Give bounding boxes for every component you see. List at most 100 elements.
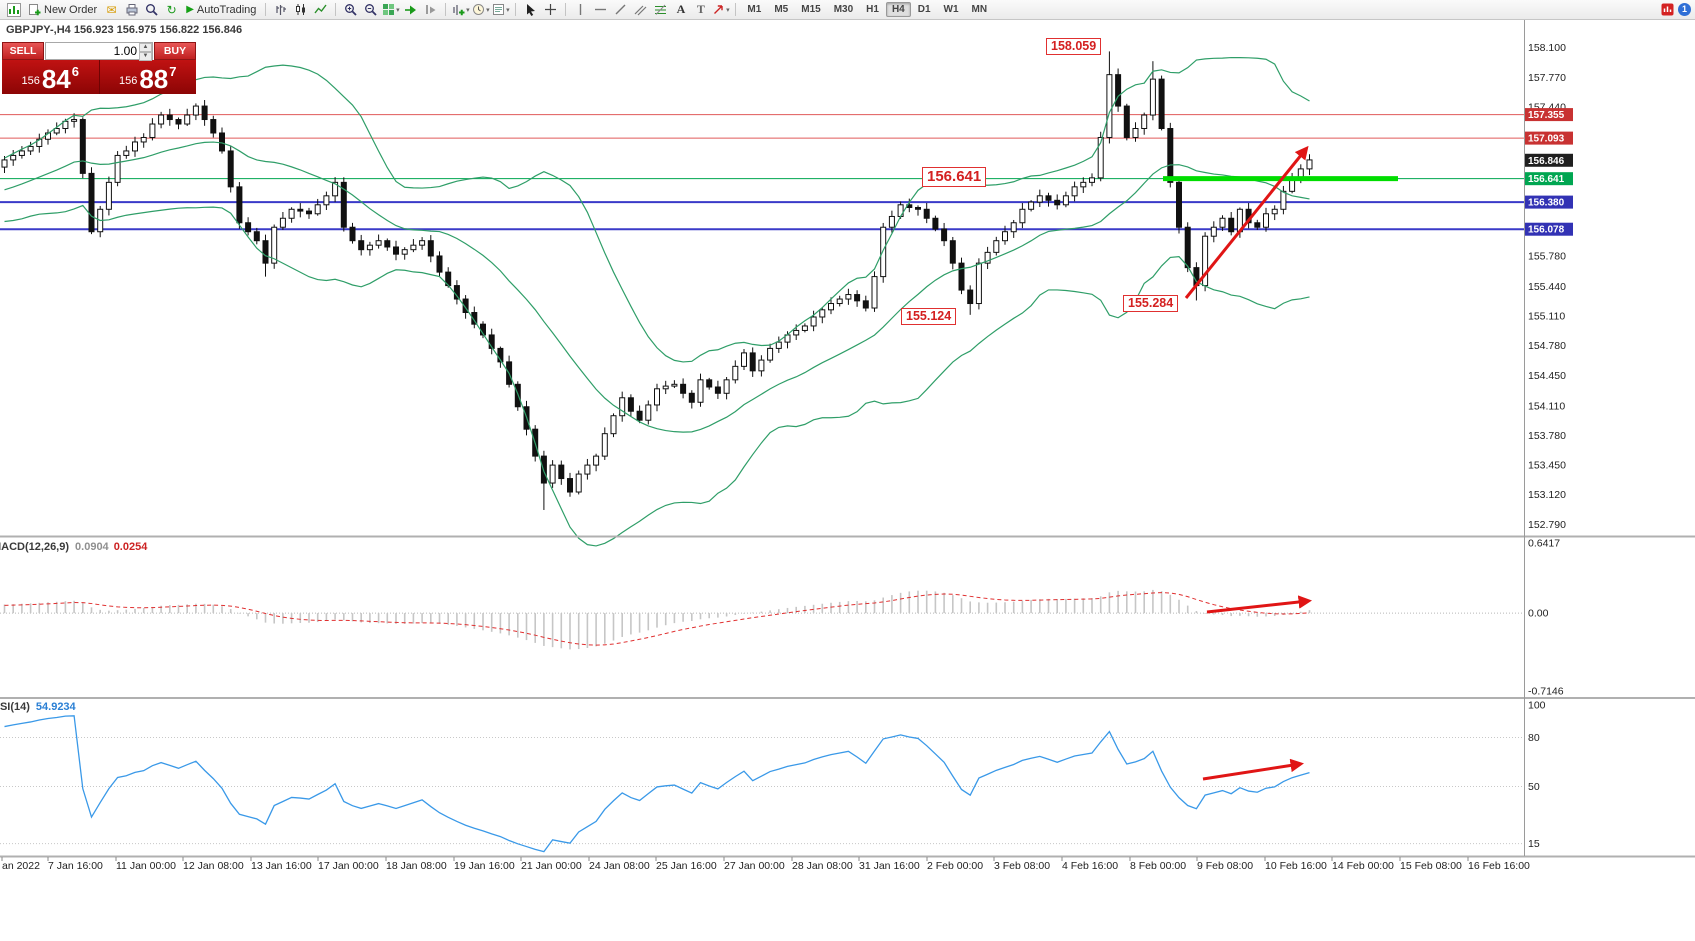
app-icon: [4, 2, 23, 18]
svg-text:157.770: 157.770: [1528, 72, 1566, 84]
timeframe-m5[interactable]: M5: [774, 4, 789, 15]
svg-text:155.110: 155.110: [1528, 311, 1565, 323]
buy-button[interactable]: BUY: [154, 42, 196, 60]
mail-icon[interactable]: ✉: [106, 2, 117, 17]
zoom-out-icon[interactable]: [361, 2, 380, 18]
horizontal-line-icon[interactable]: [591, 2, 610, 18]
timeframe-h4[interactable]: H4: [885, 2, 911, 17]
svg-text:11 Jan 00:00: 11 Jan 00:00: [116, 860, 176, 872]
notification-badge[interactable]: 1: [1678, 3, 1691, 16]
ask-price[interactable]: 156 88 7: [100, 60, 197, 94]
svg-text:100: 100: [1528, 699, 1546, 711]
rsi-indicator-label: RSI(14) 54.9234: [0, 701, 76, 713]
svg-text:4 Feb 16:00: 4 Feb 16:00: [1062, 860, 1118, 872]
bar-chart-icon[interactable]: [271, 2, 290, 18]
svg-text:an 2022: an 2022: [2, 860, 40, 872]
zoom-in-icon[interactable]: [341, 2, 360, 18]
text-icon[interactable]: A: [676, 2, 686, 16]
price-callout[interactable]: 156.641: [922, 167, 987, 187]
svg-text:80: 80: [1528, 732, 1540, 744]
chart-shift-icon[interactable]: [421, 2, 440, 18]
preview-icon[interactable]: [142, 2, 161, 18]
svg-text:8 Feb 00:00: 8 Feb 00:00: [1130, 860, 1186, 872]
chevron-down-icon: ▾: [726, 6, 730, 14]
candlestick-icon[interactable]: [291, 2, 310, 18]
svg-text:155.440: 155.440: [1528, 281, 1566, 293]
svg-text:154.780: 154.780: [1528, 340, 1566, 352]
svg-text:154.450: 154.450: [1528, 370, 1566, 382]
bid-price[interactable]: 156 84 6: [2, 60, 100, 94]
svg-text:156.846: 156.846: [1528, 156, 1565, 167]
toolbar-separator: [515, 3, 517, 16]
svg-text:25 Jan 16:00: 25 Jan 16:00: [656, 860, 717, 872]
svg-text:157.093: 157.093: [1528, 134, 1565, 145]
tile-windows-icon[interactable]: ▾: [381, 2, 400, 18]
timeframe-m30[interactable]: M30: [833, 4, 854, 15]
svg-text:153.450: 153.450: [1528, 460, 1566, 472]
svg-text:154.110: 154.110: [1528, 400, 1565, 412]
svg-text:0.6417: 0.6417: [1528, 538, 1560, 550]
svg-text:19 Jan 16:00: 19 Jan 16:00: [454, 860, 515, 872]
svg-text:10 Feb 16:00: 10 Feb 16:00: [1265, 860, 1327, 872]
red-indicator-icon[interactable]: [1658, 2, 1677, 18]
volume-input[interactable]: [46, 43, 139, 59]
volume-up-button[interactable]: ▲: [139, 43, 152, 52]
autotrading-label: AutoTrading: [196, 3, 257, 16]
svg-text:153.780: 153.780: [1528, 430, 1566, 442]
templates-icon[interactable]: ▾: [491, 2, 510, 18]
new-order-icon: [29, 4, 41, 16]
svg-text:24 Jan 08:00: 24 Jan 08:00: [589, 860, 650, 872]
price-callout[interactable]: 158.059: [1046, 38, 1102, 55]
svg-text:28 Jan 08:00: 28 Jan 08:00: [792, 860, 853, 872]
svg-text:156.380: 156.380: [1528, 198, 1565, 209]
volume-down-button[interactable]: ▼: [139, 52, 152, 61]
timeframe-w1[interactable]: W1: [943, 4, 959, 15]
svg-text:15 Feb 08:00: 15 Feb 08:00: [1400, 860, 1462, 872]
fibonacci-icon[interactable]: [651, 2, 670, 18]
timeframe-m1[interactable]: M1: [747, 4, 762, 15]
trendline-icon[interactable]: [611, 2, 630, 18]
ask-big-digits: 88: [139, 64, 169, 94]
macd-value: 0.0904: [75, 541, 109, 553]
svg-text:157.355: 157.355: [1528, 110, 1565, 121]
autotrading-button[interactable]: ▶ AutoTrading: [182, 3, 260, 17]
svg-text:2 Feb 00:00: 2 Feb 00:00: [927, 860, 983, 872]
autotrading-play-icon: ▶: [186, 3, 194, 15]
svg-text:3 Feb 08:00: 3 Feb 08:00: [994, 860, 1050, 872]
symbol-ohlc-label: GBPJPY-,H4 156.923 156.975 156.822 156.8…: [6, 24, 243, 36]
price-callout[interactable]: 155.124: [901, 308, 957, 325]
sell-button[interactable]: SELL: [2, 42, 44, 60]
toolbar-separator: [735, 3, 737, 16]
print-icon[interactable]: [122, 2, 141, 18]
bid-prefix: 156: [21, 75, 40, 87]
timeframe-mn[interactable]: MN: [971, 4, 988, 15]
chevron-down-icon: ▾: [506, 6, 510, 14]
volume-field: ▲ ▼: [45, 42, 153, 61]
svg-text:153.120: 153.120: [1528, 489, 1566, 501]
toolbar-separator: [265, 3, 267, 16]
refresh-icon[interactable]: ↻: [166, 2, 177, 17]
svg-text:7 Jan 16:00: 7 Jan 16:00: [48, 860, 103, 872]
timeframe-m15[interactable]: M15: [801, 4, 821, 15]
auto-scroll-icon[interactable]: [401, 2, 420, 18]
timeframe-d1[interactable]: D1: [917, 4, 931, 15]
arrows-icon[interactable]: ▾: [711, 2, 730, 18]
rsi-name: RSI(14): [0, 701, 30, 713]
text-label-icon[interactable]: T: [696, 2, 705, 16]
toolbar-separator: [335, 3, 337, 16]
new-order-button[interactable]: New Order: [24, 2, 101, 17]
price-callout[interactable]: 155.284: [1123, 295, 1179, 312]
svg-text:12 Jan 08:00: 12 Jan 08:00: [183, 860, 244, 872]
line-chart-icon[interactable]: [311, 2, 330, 18]
channel-icon[interactable]: [631, 2, 650, 18]
svg-text:156.641: 156.641: [1528, 174, 1565, 185]
chevron-down-icon: ▾: [486, 6, 490, 14]
cursor-icon[interactable]: [521, 2, 540, 18]
new-chart-icon[interactable]: ▾: [451, 2, 470, 18]
svg-text:31 Jan 16:00: 31 Jan 16:00: [859, 860, 920, 872]
crosshair-icon[interactable]: [541, 2, 560, 18]
timeframe-h1[interactable]: H1: [866, 4, 879, 15]
vertical-line-icon[interactable]: [571, 2, 590, 18]
profiles-icon[interactable]: ▾: [471, 2, 490, 18]
